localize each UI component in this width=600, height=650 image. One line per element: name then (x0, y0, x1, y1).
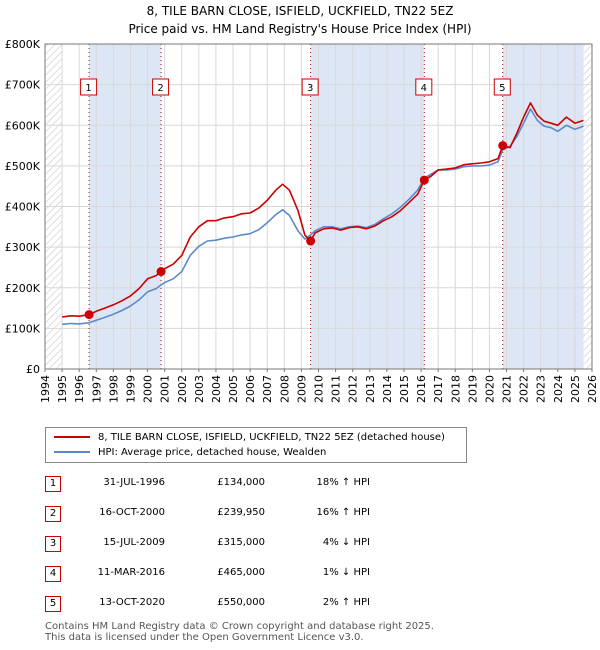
y-tick-label: £600K (5, 119, 41, 132)
x-tick-label: 2001 (159, 375, 172, 403)
table-row: 2 16-OCT-2000 £239,950 16% ↑ HPI (45, 502, 445, 532)
price-chart: 1 2 3 4 5 £0 £100K £200K £300K £400K £500K £600K £7… (5, 38, 599, 403)
y-tick-label: £400K (5, 201, 41, 214)
legend-label-property: 8, TILE BARN CLOSE, ISFIELD, UCKFIELD, T… (98, 432, 445, 443)
transaction-label-box (301, 78, 319, 96)
transaction-hpi-diff: 18% ↑ HPI (316, 477, 370, 488)
x-tick-label: 1999 (124, 375, 137, 403)
chart-title-line1: 8, TILE BARN CLOSE, ISFIELD, UCKFIELD, T… (146, 4, 454, 18)
transaction-price: £315,000 (217, 537, 265, 548)
x-tick-label: 2025 (569, 375, 582, 403)
x-tick-label: 2019 (466, 375, 479, 403)
x-tick-label: 2016 (415, 375, 428, 403)
transaction-label-text: 1 (85, 83, 91, 94)
y-tick-label: £0 (26, 363, 40, 376)
transaction-label-text: 2 (157, 83, 163, 94)
transaction-date: 16-OCT-2000 (99, 507, 165, 518)
footer-attribution: Contains HM Land Registry data © Crown c… (45, 621, 434, 643)
y-tick-label: £700K (5, 79, 41, 92)
transaction-point (498, 141, 508, 151)
y-tick-label: £300K (5, 241, 41, 254)
x-tick-label: 2005 (227, 375, 240, 403)
transaction-price: £550,000 (217, 597, 265, 608)
transaction-number-badge: 4 (45, 566, 61, 582)
transaction-label-text: 5 (499, 83, 505, 94)
y-tick-label: £100K (5, 322, 41, 335)
table-row: 3 15-JUL-2009 £315,000 4% ↓ HPI (45, 532, 445, 562)
legend-item-property: 8, TILE BARN CLOSE, ISFIELD, UCKFIELD, T… (54, 431, 445, 445)
x-tick-label: 2023 (535, 375, 548, 403)
footer-line-2: This data is licensed under the Open Gov… (45, 632, 364, 643)
x-tick-label: 2010 (313, 375, 326, 403)
transactions-table: 1 31-JUL-1996 £134,000 18% ↑ HPI 2 16-OC… (45, 472, 445, 622)
x-tick-label: 2008 (278, 375, 291, 403)
x-tick-label: 2015 (398, 375, 411, 403)
transaction-label-box (152, 78, 170, 96)
transaction-label-text: 4 (421, 83, 427, 94)
transaction-label-box (493, 78, 511, 96)
transaction-label-box (80, 78, 98, 96)
y-tick-label: £800K (5, 38, 41, 51)
x-tick-label: 2024 (552, 375, 565, 403)
chart-title-line2: Price paid vs. HM Land Registry's House … (128, 22, 472, 36)
chart-legend: 8, TILE BARN CLOSE, ISFIELD, UCKFIELD, T… (45, 427, 467, 463)
x-tick-label: 1995 (56, 375, 69, 403)
transaction-hpi-diff: 4% ↓ HPI (322, 537, 370, 548)
x-tick-label: 2002 (176, 375, 189, 403)
transaction-hpi-diff: 2% ↑ HPI (322, 597, 370, 608)
legend-label-hpi: HPI: Average price, detached house, Weal… (98, 447, 327, 458)
transaction-date: 31-JUL-1996 (103, 477, 165, 488)
y-tick-label: £200K (5, 282, 41, 295)
transaction-date: 11-MAR-2016 (97, 567, 165, 578)
legend-swatch-hpi (54, 451, 90, 453)
x-tick-label: 2014 (381, 375, 394, 403)
x-tick-label: 2017 (432, 375, 445, 403)
x-tick-label: 1994 (39, 375, 52, 403)
transaction-point (306, 236, 316, 246)
transaction-price: £134,000 (217, 477, 265, 488)
x-tick-label: 1998 (107, 375, 120, 403)
footer-line-1: Contains HM Land Registry data © Crown c… (45, 621, 434, 632)
x-tick-label: 2020 (483, 375, 496, 403)
transaction-hpi-diff: 16% ↑ HPI (316, 507, 370, 518)
x-tick-label: 2006 (244, 375, 257, 403)
transaction-date: 15-JUL-2009 (103, 537, 165, 548)
transaction-price: £465,000 (217, 567, 265, 578)
x-tick-label: 2026 (586, 375, 599, 403)
legend-item-hpi: HPI: Average price, detached house, Weal… (54, 446, 326, 460)
x-tick-label: 2018 (449, 375, 462, 403)
transaction-number-badge: 2 (45, 506, 61, 522)
transaction-price: £239,950 (217, 507, 265, 518)
transaction-number-badge: 5 (45, 596, 61, 612)
x-tick-label: 2003 (193, 375, 206, 403)
x-tick-label: 2022 (518, 375, 531, 403)
transaction-date: 13-OCT-2020 (99, 597, 165, 608)
transaction-point (84, 310, 94, 320)
x-tick-label: 1997 (90, 375, 103, 403)
x-tick-label: 2011 (330, 375, 343, 403)
x-tick-label: 2007 (261, 375, 274, 403)
x-tick-label: 2004 (210, 375, 223, 403)
transaction-hpi-diff: 1% ↓ HPI (322, 567, 370, 578)
table-row: 4 11-MAR-2016 £465,000 1% ↓ HPI (45, 562, 445, 592)
x-tick-label: 2021 (501, 375, 514, 403)
table-row: 5 13-OCT-2020 £550,000 2% ↑ HPI (45, 592, 445, 622)
transaction-label-text: 3 (307, 83, 313, 94)
x-tick-label: 2012 (347, 375, 360, 403)
transaction-number-badge: 3 (45, 536, 61, 552)
x-tick-label: 2009 (295, 375, 308, 403)
transaction-number-badge: 1 (45, 476, 61, 492)
transaction-label-box (415, 78, 433, 96)
x-tick-label: 1996 (73, 375, 86, 403)
transaction-point (419, 175, 429, 185)
x-tick-label: 2013 (364, 375, 377, 403)
x-tick-label: 2000 (142, 375, 155, 403)
transaction-point (156, 267, 166, 277)
y-tick-label: £500K (5, 160, 41, 173)
legend-swatch-property (54, 436, 90, 438)
table-row: 1 31-JUL-1996 £134,000 18% ↑ HPI (45, 472, 445, 502)
